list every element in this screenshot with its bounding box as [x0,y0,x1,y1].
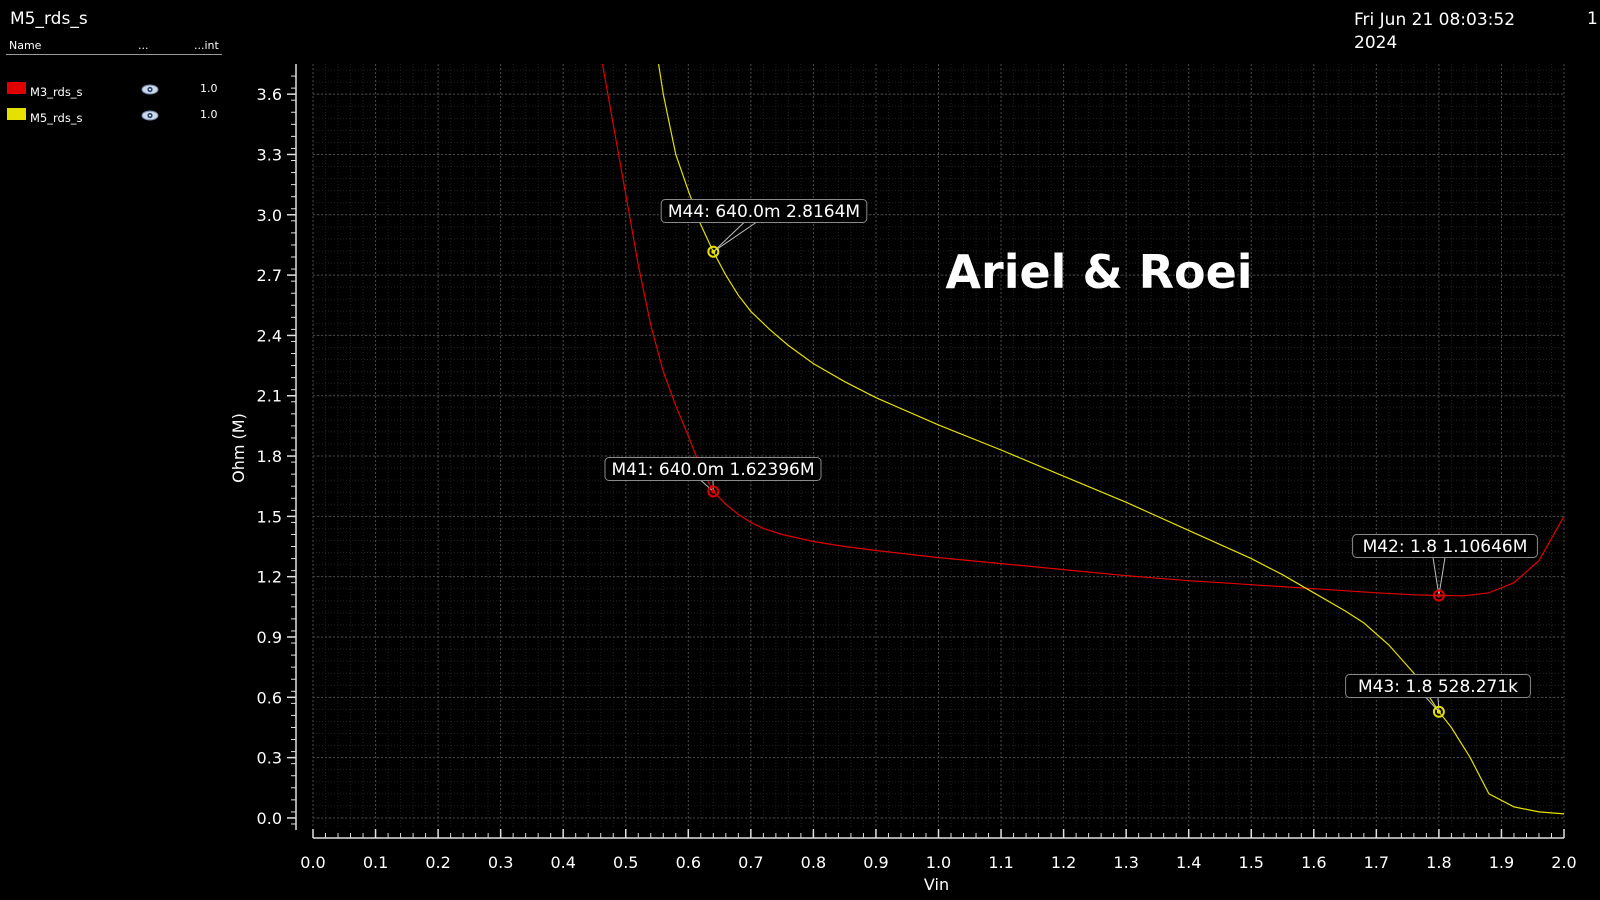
x-tick-label: 1.7 [1364,853,1389,872]
marker-point-center [1436,593,1441,598]
x-tick-label: 1.4 [1176,853,1201,872]
marker-label-box[interactable] [1345,674,1531,698]
eye-icon[interactable] [141,84,159,95]
x-tick-label: 0.4 [550,853,575,872]
marker-point[interactable] [707,485,720,498]
marker-leader [712,222,745,253]
legend-series-value: 1.0 [200,108,218,121]
x-tick-label: 0.3 [488,853,513,872]
x-tick-label: 0.0 [300,853,325,872]
marker-point-center [711,489,716,494]
marker-point[interactable] [707,245,720,258]
legend-col-name: Name [9,39,42,52]
x-tick-label: 0.5 [613,853,638,872]
marker-point[interactable] [1432,705,1445,718]
marker-leader [1425,697,1440,713]
page-number: 1 [1587,9,1598,29]
legend-item-m5[interactable]: M5_rds_s 1.0 [6,108,222,134]
y-tick-label: 1.2 [257,568,282,587]
legend-panel: Name ... ...int M3_rds_s 1.0 M5_rds_s [6,38,222,134]
marker-label-box[interactable] [1352,534,1538,558]
legend-series-name: M3_rds_s [30,85,83,99]
y-axis-label: Ohm (M) [229,413,248,483]
legend-header: Name ... ...int [6,38,222,55]
y-tick-label: 2.1 [257,387,282,406]
legend-col-dots: ... [138,39,149,52]
x-tick-label: 1.1 [988,853,1013,872]
marker-leader [713,222,757,253]
marker-point-center [711,249,716,254]
x-tick-label: 0.9 [863,853,888,872]
x-tick-label: 0.8 [801,853,826,872]
legend-series-value: 1.0 [200,82,218,95]
chart-annotation: Ariel & Roei [945,245,1252,299]
y-tick-label: 3.3 [257,145,282,164]
series-line-M3_rds_s[interactable] [601,54,1564,597]
legend-series-name: M5_rds_s [30,111,83,125]
marker-label: M42: 1.8 1.10646M [1363,537,1528,557]
y-tick-label: 0.9 [257,628,282,647]
window-title: M5_rds_s [10,9,88,29]
x-tick-label: 1.2 [1051,853,1076,872]
marker-point[interactable] [1432,589,1445,602]
y-tick-label: 3.0 [257,206,282,225]
x-tick-label: 0.1 [363,853,388,872]
y-tick-label: 0.0 [257,809,282,828]
marker-label: M41: 640.0m 1.62396M [611,460,814,480]
x-tick-label: 0.7 [738,853,763,872]
y-tick-label: 0.3 [257,749,282,768]
y-tick-label: 2.4 [257,326,282,345]
legend-swatch-m3 [7,82,26,94]
marker-leader [700,480,714,492]
x-tick-label: 1.3 [1113,853,1138,872]
marker-leader [1437,697,1440,712]
marker-leader [1432,557,1440,596]
y-tick-label: 3.6 [257,85,282,104]
y-tick-label: 1.8 [257,447,282,466]
timestamp: Fri Jun 21 08:03:52 2024 [1354,10,1516,53]
x-tick-label: 0.6 [676,853,701,872]
x-axis-label: Vin [924,875,949,894]
marker-label: M44: 640.0m 2.8164M [668,202,860,222]
marker-label-box[interactable] [660,199,868,223]
marker-leader [1438,557,1446,596]
x-tick-label: 1.5 [1239,853,1264,872]
x-tick-label: 1.9 [1489,853,1514,872]
y-tick-label: 0.6 [257,688,282,707]
x-tick-label: 1.8 [1426,853,1451,872]
legend-item-m3[interactable]: M3_rds_s 1.0 [6,82,222,108]
legend-col-int: ...int [194,39,219,52]
x-tick-label: 1.0 [926,853,951,872]
x-tick-label: 2.0 [1551,853,1576,872]
series-line-M5_rds_s[interactable] [657,54,1564,815]
y-tick-label: 1.5 [257,507,282,526]
x-tick-label: 1.6 [1301,853,1326,872]
marker-label-box[interactable] [604,457,822,481]
marker-label: M43: 1.8 528.271k [1358,677,1518,697]
marker-point-center [1436,709,1441,714]
eye-icon[interactable] [141,110,159,121]
y-tick-label: 2.7 [257,266,282,285]
legend-swatch-m5 [7,108,26,120]
x-tick-label: 0.2 [425,853,450,872]
